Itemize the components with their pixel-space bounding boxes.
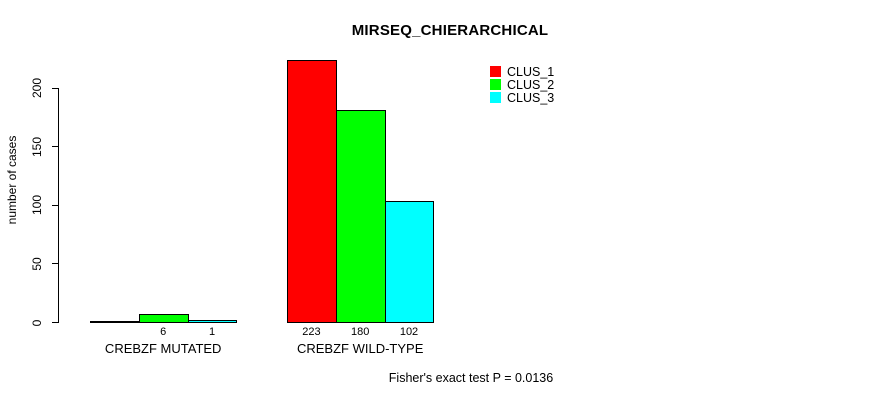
y-axis-line: [58, 88, 59, 323]
legend-label: CLUS_1: [507, 64, 555, 79]
legend-row: CLUS_1: [490, 64, 555, 79]
bar-value-label: 1: [208, 326, 216, 338]
legend-swatch-clus_1: [490, 66, 501, 77]
y-tick-label: 200: [30, 77, 44, 99]
bar-value-label: 6: [160, 326, 167, 338]
legend-swatch-clus_2: [490, 79, 501, 90]
y-tick-mark: [52, 87, 58, 89]
bar-value-label: 223: [302, 326, 321, 338]
legend-label: CLUS_3: [507, 90, 555, 105]
x-category-label: CREBZF MUTATED: [104, 341, 222, 356]
y-tick-mark: [52, 204, 58, 206]
legend-label: CLUS_2: [507, 77, 555, 92]
bar-value-label: 102: [399, 326, 419, 338]
y-tick-label: 50: [30, 257, 44, 271]
x-category-label: CREBZF WILD-TYPE: [296, 341, 424, 356]
legend-row: CLUS_3: [490, 90, 555, 105]
legend-row: CLUS_2: [490, 77, 555, 92]
bar-clus_3-1: [187, 319, 238, 323]
bar-clus_1-1: [90, 320, 140, 323]
annotation-text: Fisher's exact test P = 0.0136: [388, 371, 554, 385]
bar-clus_2-2: [335, 109, 386, 323]
bar-value-label: 180: [351, 326, 370, 338]
legend: CLUS_1 CLUS_2 CLUS_3: [490, 64, 555, 105]
y-tick-mark: [52, 322, 58, 323]
y-tick-label: 150: [30, 136, 44, 157]
y-tick-mark: [52, 146, 58, 148]
bar-clus_1-2: [287, 59, 337, 323]
y-tick-label: 0: [30, 319, 44, 326]
y-tick-mark: [52, 263, 58, 265]
bar-clus_3-2: [384, 200, 435, 323]
legend-swatch-clus_3: [490, 92, 501, 103]
y-axis-label: number of cases: [5, 135, 19, 225]
chart-title: MIRSEQ_CHIERARCHICAL: [351, 22, 549, 39]
bar-clus_2-1: [138, 313, 189, 323]
y-tick-label: 100: [30, 195, 44, 216]
